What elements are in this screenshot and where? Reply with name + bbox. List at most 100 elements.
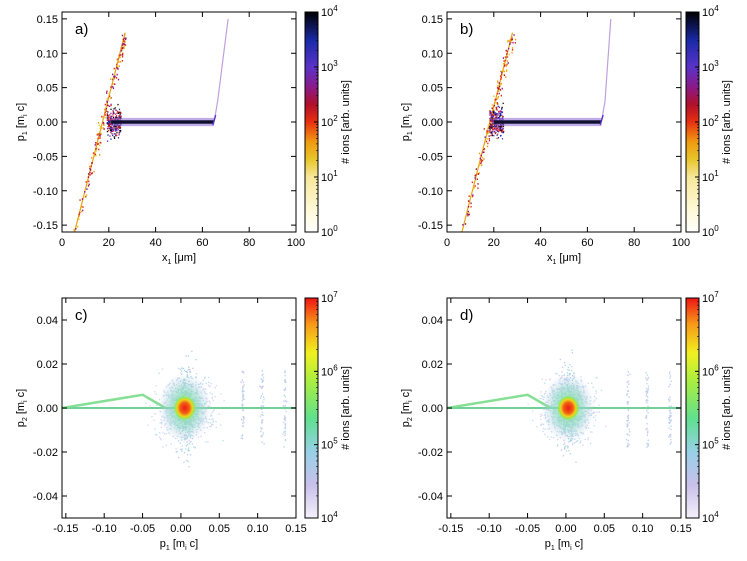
cluster-point (110, 115, 113, 117)
diffuse-point (214, 387, 216, 389)
cluster-point (113, 112, 115, 114)
branch-point (505, 64, 507, 66)
stripe-point (261, 434, 264, 436)
branch-point (113, 78, 115, 80)
diffuse-point (170, 443, 172, 445)
diffuse-point (532, 419, 534, 422)
branch-point (488, 127, 490, 129)
spread-point (563, 443, 565, 446)
stripe-point (646, 401, 648, 404)
cluster-point (112, 113, 114, 115)
branch-point (104, 103, 106, 106)
branch-point (485, 140, 488, 143)
panel-letter: a) (75, 21, 88, 38)
branch-point (123, 40, 125, 42)
spread-point (186, 454, 189, 456)
spread-point (187, 460, 189, 463)
branch-point (88, 183, 90, 186)
colorbar-tick-label: 100 (702, 224, 719, 239)
stripe-point (241, 435, 243, 437)
stripe-point (646, 374, 648, 376)
spread-point (186, 459, 188, 462)
cluster-point (495, 127, 497, 129)
cluster-point (110, 138, 112, 140)
spread-point (189, 454, 192, 456)
plateau-core (493, 120, 602, 124)
y-tick-label: -0.15 (33, 220, 58, 232)
branch-point (477, 183, 479, 185)
stripe-point (629, 431, 631, 433)
stripe-point (646, 399, 648, 401)
branch-point (494, 98, 496, 101)
diffuse-point (555, 372, 557, 375)
cluster-point (495, 112, 497, 114)
branch-point (467, 214, 469, 217)
stripe-point (242, 425, 244, 427)
branch-point (488, 137, 490, 140)
x-tick-label: 0.10 (247, 523, 268, 535)
cluster-point (496, 137, 498, 140)
cluster-point (492, 125, 494, 128)
cluster-point (114, 107, 116, 109)
diffuse-point (214, 396, 216, 398)
spread-point (181, 367, 183, 369)
cluster-point (107, 111, 109, 113)
stripe-point (284, 417, 287, 419)
branch-point (480, 161, 483, 163)
stripe-point (263, 396, 265, 399)
stripe-point (645, 428, 647, 431)
branch-point (116, 58, 118, 61)
diffuse-point (160, 426, 163, 428)
colorbar-tick-label: 104 (321, 510, 338, 525)
diffuse-point (206, 427, 208, 429)
stripe-point (285, 400, 287, 402)
cluster-point (109, 127, 111, 129)
cluster-point (107, 121, 110, 123)
branch-point (493, 95, 495, 97)
x-tick-label: 100 (287, 237, 305, 249)
diffuse-point (209, 422, 211, 424)
spread-point (567, 447, 569, 449)
x-tick-label: 40 (534, 237, 546, 249)
cluster-point (492, 111, 494, 113)
right-branch-base (212, 114, 217, 125)
diffuse-point (208, 376, 210, 379)
spread-point (189, 370, 191, 372)
branch-point (121, 55, 124, 58)
cluster-point (491, 134, 493, 137)
spread-point (186, 370, 188, 373)
stripe-point (261, 386, 263, 388)
diffuse-point (571, 366, 573, 368)
diffuse-point (213, 409, 215, 411)
cluster-point (119, 126, 122, 129)
branch-point (114, 75, 116, 78)
spread-point (568, 449, 570, 452)
cluster-point (119, 116, 121, 118)
cluster-point (116, 112, 118, 115)
spread-point (187, 449, 189, 451)
cluster-point (496, 126, 498, 128)
heatmap-data (73, 18, 229, 232)
diffuse-point (542, 430, 544, 433)
x-tick-label: 80 (243, 237, 255, 249)
spread-point (565, 450, 568, 452)
stripe-point (260, 405, 262, 407)
stripe-point (669, 371, 671, 373)
x-tick-label: 0.00 (170, 523, 191, 535)
stripe-point (243, 418, 245, 420)
branch-point (113, 74, 116, 76)
branch-point (124, 43, 126, 46)
diffuse-point (178, 367, 180, 370)
spread-point (186, 444, 189, 446)
x-tick-label: 60 (196, 237, 208, 249)
stripe-point (262, 401, 264, 403)
branch-point (489, 119, 491, 121)
branch-point (103, 124, 105, 126)
branch-point (121, 34, 124, 37)
branch-point (90, 165, 92, 167)
cluster-point (109, 105, 111, 107)
branch-point (100, 142, 102, 144)
stripe-point (242, 409, 245, 411)
spread-point (568, 369, 570, 371)
cluster-point (491, 130, 493, 133)
